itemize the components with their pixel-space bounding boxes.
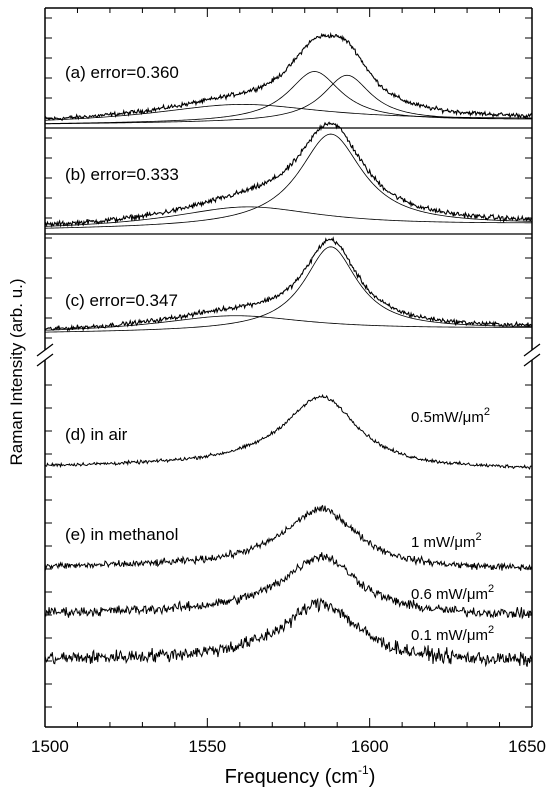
x-tick-label-1550: 1550 [188, 737, 226, 756]
spectrum-e2-line [44, 552, 533, 620]
spectrum-e1-label: (e) in methanol [65, 525, 178, 544]
spectrum-e3-power: 0.1 mW/μm2 [411, 624, 494, 644]
panel-b-fit-component-1 [44, 206, 532, 227]
spectrum-e2 [44, 552, 533, 620]
panel-b-label: (b) error=0.333 [65, 165, 179, 184]
panel-a-spectrum [44, 31, 533, 122]
x-axis-label-superscript: -1 [358, 763, 369, 777]
panel-b-series [44, 121, 533, 229]
panel-c-fit-component-1 [44, 315, 532, 331]
right-axis-break-mark-2 [523, 353, 541, 367]
spectrum-e1-line [44, 504, 533, 571]
panel-a-label: (a) error=0.360 [65, 63, 179, 82]
plot-area [44, 31, 533, 668]
x-axis-label-tail: ) [369, 766, 376, 788]
x-tick-label-1600: 1600 [351, 737, 389, 756]
panel-b-fit-component-2 [44, 133, 533, 229]
x-tick-label-1650: 1650 [508, 737, 546, 756]
x-axis-label: Frequency (cm-1) [225, 763, 376, 788]
spectrum-e3 [44, 597, 533, 668]
spectrum-d-label: (d) in air [65, 425, 128, 444]
spectrum-e2-power: 0.6 mW/μm2 [411, 583, 494, 603]
right-axis-break-mark-1 [523, 343, 541, 357]
left-axis-break-mark-1 [36, 343, 54, 357]
y-axis-label: Raman Intensity (arb. u.) [7, 278, 26, 465]
panel-a-series [44, 31, 533, 125]
panel-b-spectrum [44, 121, 533, 228]
spectrum-e3-line [44, 597, 533, 668]
left-axis-break-mark-2 [36, 353, 54, 367]
panel-a-fit-component-3 [44, 74, 532, 125]
panel-c-label: (c) error=0.347 [65, 291, 178, 310]
panel-c-fit-component-2 [44, 246, 533, 333]
panel-c-spectrum [44, 236, 533, 333]
spectrum-d-power: 0.5mW/μm2 [411, 406, 490, 426]
panel-a-fit-component-2 [44, 71, 532, 124]
spectrum-d-line [44, 393, 533, 470]
x-axis-label-main: Frequency (cm [225, 766, 358, 788]
panel-c-series [44, 236, 533, 333]
panel-labels: (a) error=0.360 (b) error=0.333 (c) error=… [65, 63, 494, 644]
spectrum-e1-power: 1 mW/μm2 [411, 531, 482, 551]
x-tick-label-1500: 1500 [31, 737, 69, 756]
axes [36, 7, 541, 728]
spectrum-e1 [44, 504, 533, 571]
spectrum-d [44, 393, 533, 470]
x-tick-labels: 1500 1550 1600 1650 [31, 737, 546, 756]
